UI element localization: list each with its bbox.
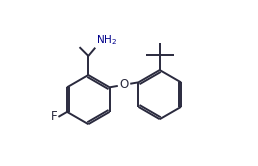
Text: O: O [119, 78, 129, 91]
Text: NH$_2$: NH$_2$ [96, 33, 117, 47]
Text: F: F [51, 110, 58, 123]
